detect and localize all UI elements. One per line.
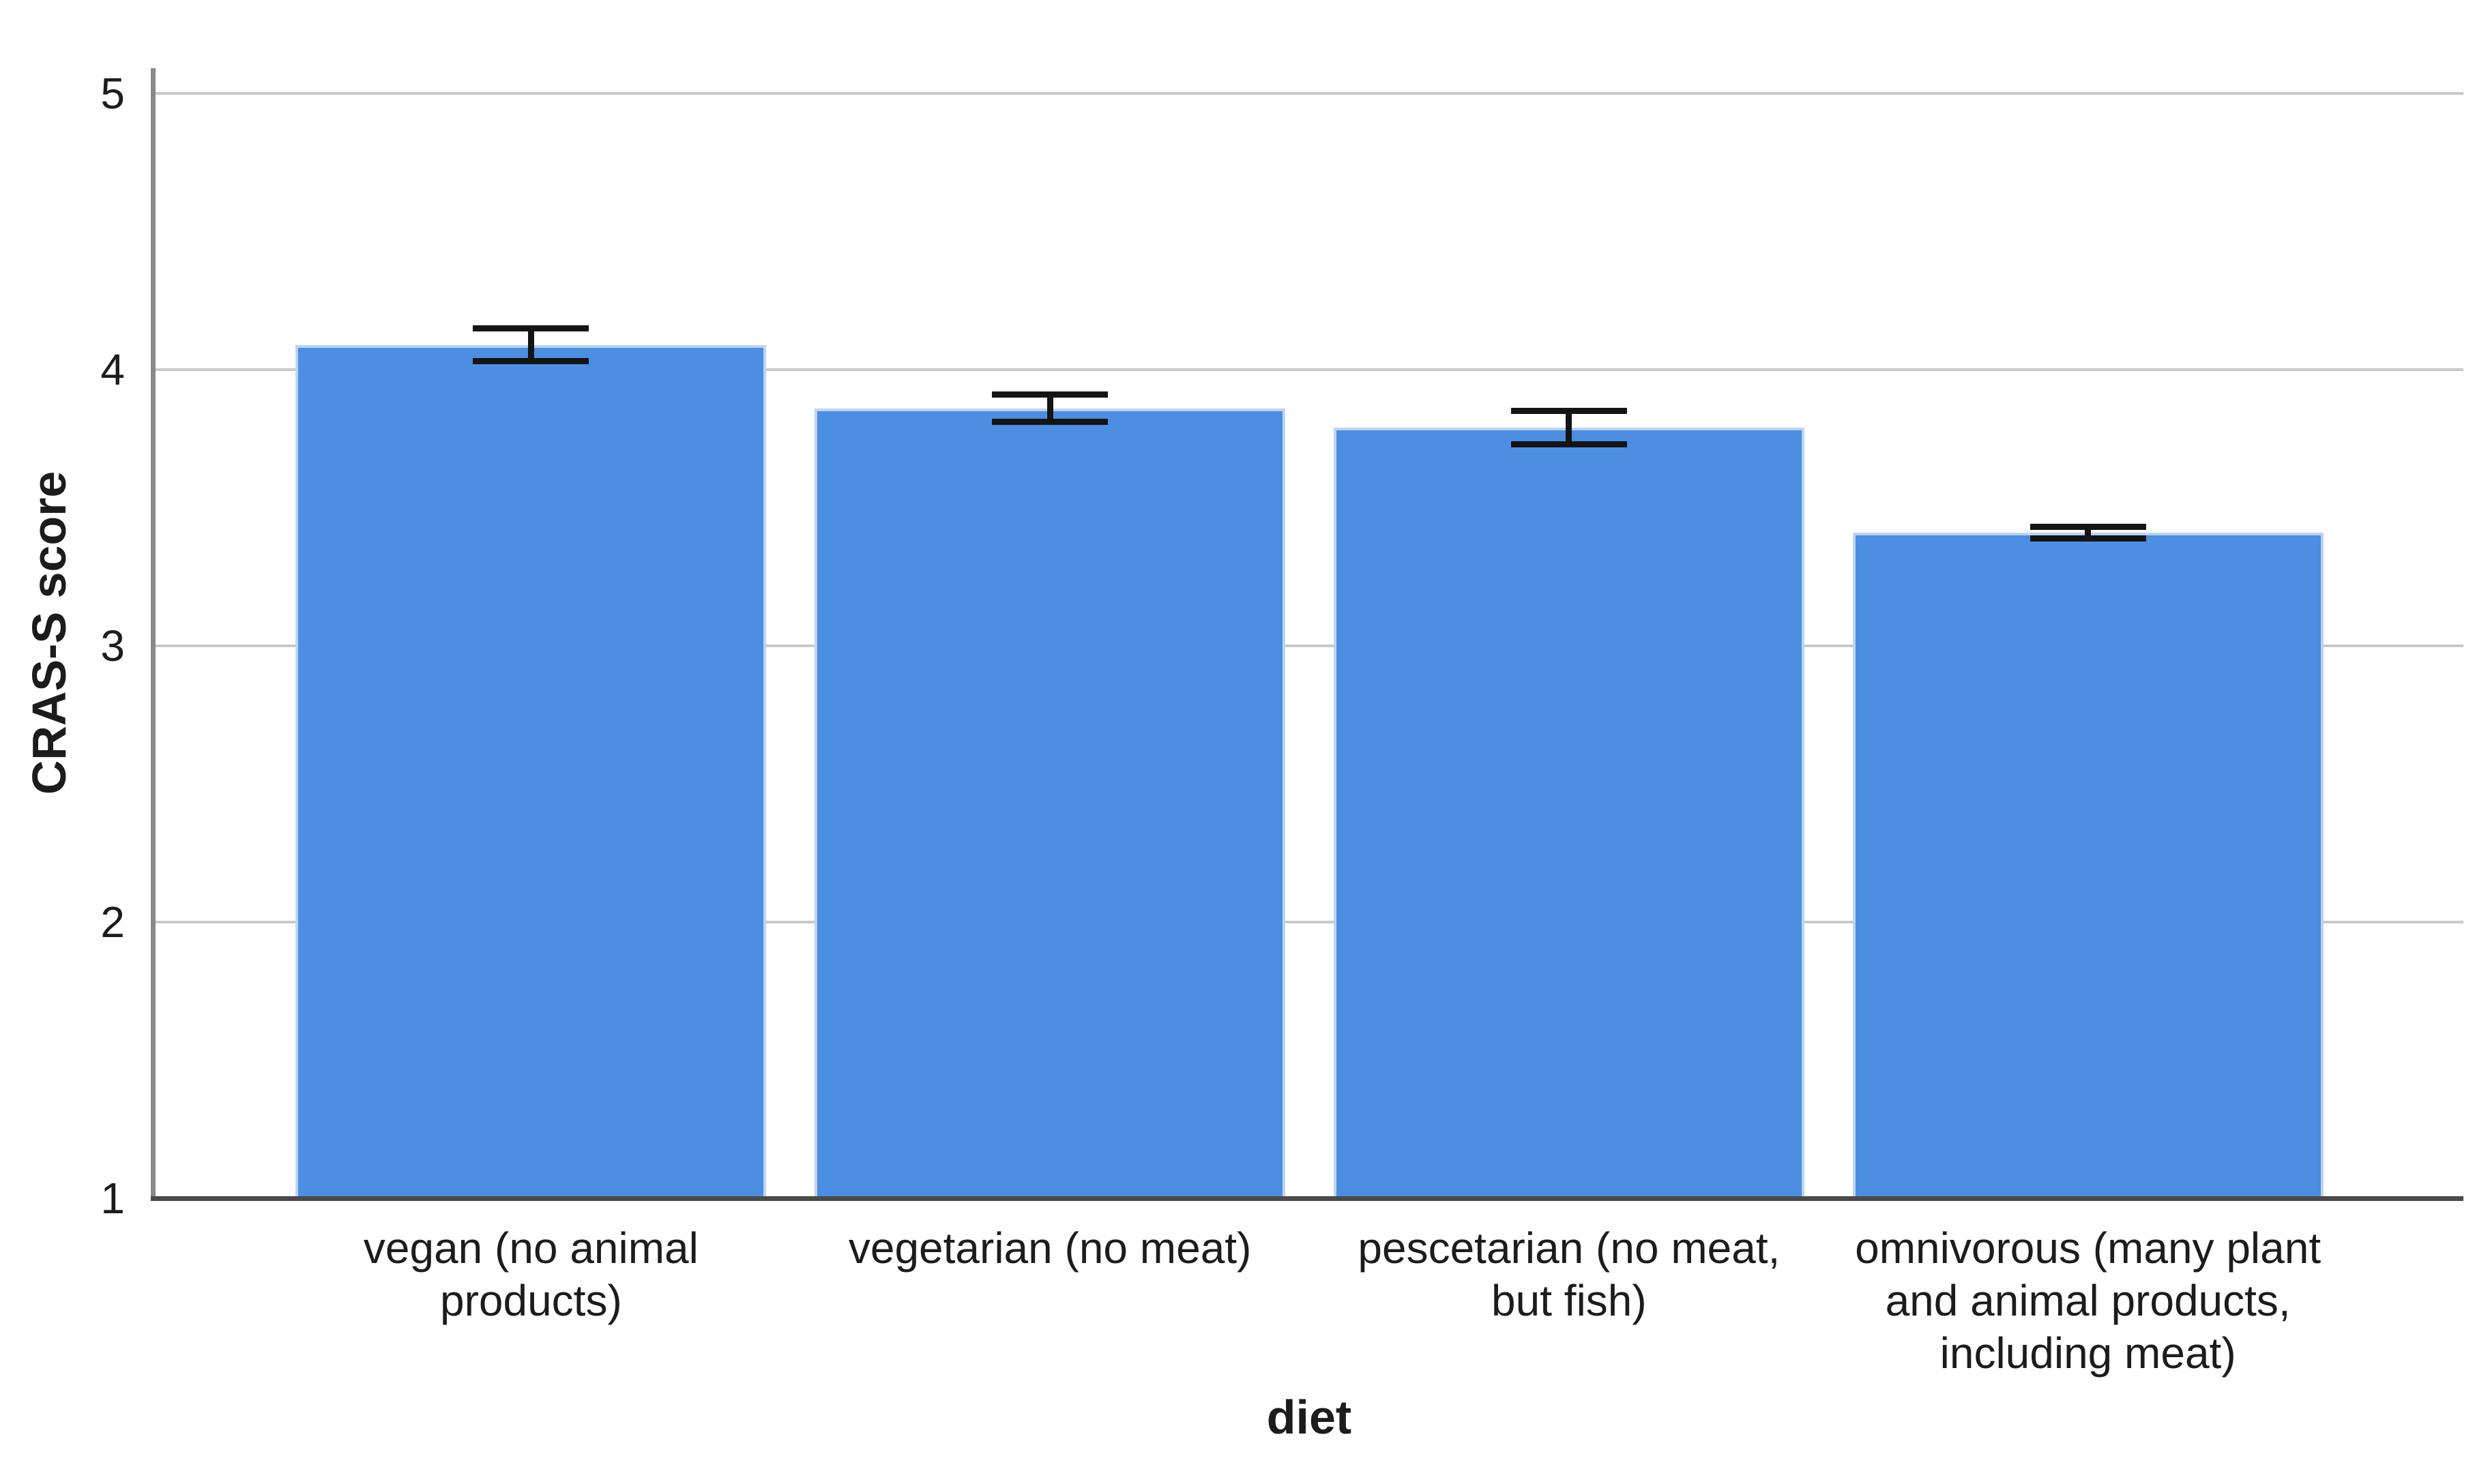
- y-tick-label: 1: [100, 1174, 125, 1223]
- error-bar-stem: [2085, 526, 2092, 539]
- x-category-label: vegan (no animal products): [183, 1222, 879, 1327]
- x-category-label: vegetarian (no meat): [702, 1222, 1398, 1275]
- bar: [815, 408, 1286, 1198]
- x-category-label-line: products): [439, 1276, 622, 1325]
- x-axis-title: diet: [1266, 1391, 1352, 1444]
- error-bar-cap-bottom: [992, 419, 1109, 426]
- error-bar-cap-bottom: [473, 358, 589, 365]
- error-bar-cap-top: [992, 391, 1109, 398]
- x-axis-line: [151, 1196, 2463, 1201]
- bar: [1852, 532, 2324, 1198]
- error-bar-cap-bottom: [2030, 535, 2146, 541]
- y-tick-label: 4: [100, 345, 125, 394]
- x-category-label-line: and animal products,: [1885, 1276, 2291, 1325]
- error-bar-stem: [1046, 394, 1053, 422]
- x-category-label: pescetarian (no meat, but fish): [1221, 1222, 1917, 1327]
- error-bar-stem: [527, 328, 534, 361]
- error-bar-stem: [1566, 411, 1572, 445]
- x-category-label-line: including meat): [1939, 1329, 2236, 1378]
- y-tick-label: 2: [100, 897, 125, 947]
- y-tick-label: 5: [100, 69, 125, 118]
- error-bar-cap-top: [2030, 524, 2146, 531]
- gridline: [156, 368, 2463, 371]
- error-bar-cap-top: [1510, 408, 1627, 415]
- x-category-label-line: vegan (no animal: [363, 1223, 699, 1273]
- gridline: [156, 92, 2463, 95]
- x-category-label-line: omnivorous (many plant: [1855, 1223, 2321, 1273]
- bar: [1333, 428, 1804, 1198]
- y-tick-label: 3: [100, 621, 125, 670]
- gridline: [156, 644, 2463, 647]
- y-axis-line: [151, 68, 156, 1201]
- error-bar-cap-top: [473, 325, 589, 331]
- bar: [295, 344, 767, 1198]
- error-bar-cap-bottom: [1510, 441, 1627, 447]
- x-category-label-line: pescetarian (no meat,: [1358, 1223, 1781, 1273]
- x-category-label-line: vegetarian (no meat): [848, 1223, 1252, 1273]
- x-category-label: omnivorous (many plant and animal product…: [1740, 1222, 2436, 1380]
- x-category-label-line: but fish): [1491, 1276, 1647, 1325]
- gridline: [156, 921, 2463, 923]
